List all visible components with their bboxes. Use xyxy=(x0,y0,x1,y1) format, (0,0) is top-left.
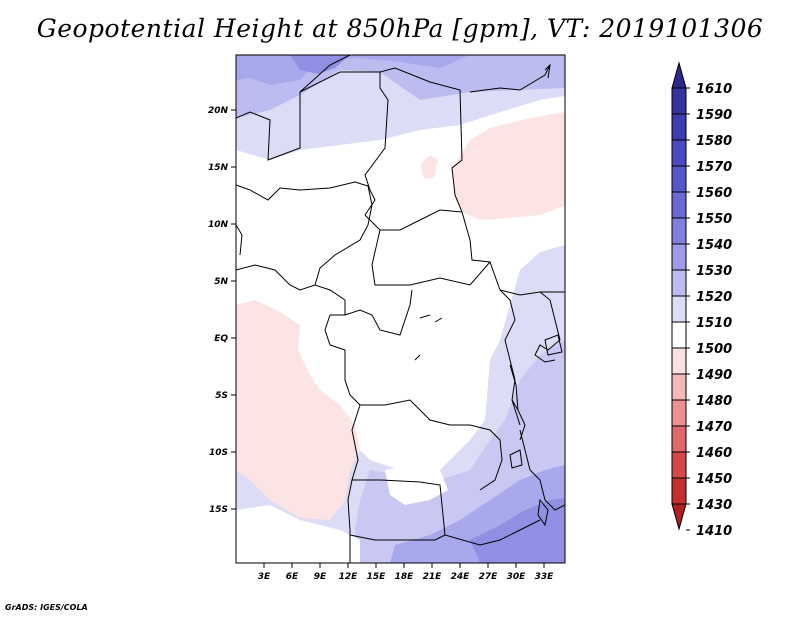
shade-1500-ne xyxy=(452,112,565,220)
map-frame xyxy=(235,54,566,564)
colorbar-label: 1490 xyxy=(696,368,732,383)
border-uganda xyxy=(534,291,561,363)
colorbar-segment xyxy=(671,191,687,219)
lat-label: 5N xyxy=(214,277,228,287)
lon-label: 6E xyxy=(286,572,299,582)
shade-1500-sw xyxy=(236,300,360,520)
lake-victoria xyxy=(544,334,563,356)
borders-layer xyxy=(236,55,565,563)
colorbar-label: 1500 xyxy=(696,342,732,357)
lake-mweru xyxy=(509,449,523,469)
border-sahel xyxy=(236,181,373,286)
lon-label: 30E xyxy=(507,572,527,582)
border-east-drc xyxy=(499,289,521,426)
shading-layer xyxy=(236,55,565,563)
chart-title: Geopotential Height at 850hPa [gpm], VT:… xyxy=(36,14,764,43)
grads-credit: GrADS: IGES/COLA xyxy=(5,603,88,612)
lon-label: 24E xyxy=(451,572,471,582)
shade-1560 xyxy=(290,55,350,74)
border-malawi xyxy=(519,429,565,511)
lat-label: 20N xyxy=(208,106,229,116)
lake-kivu xyxy=(509,364,519,411)
lat-label: 10S xyxy=(209,448,228,458)
colorbar-label: 1480 xyxy=(696,394,732,409)
colorbar-label: 1540 xyxy=(696,238,732,253)
lat-label: 5S xyxy=(215,391,228,401)
colorbar-segment xyxy=(671,295,687,323)
colorbar-bottom-triangle xyxy=(671,503,687,531)
lake-tanganyika xyxy=(511,399,526,441)
lon-label: 27E xyxy=(479,572,499,582)
colorbar-label: 1410 xyxy=(696,524,732,539)
colorbar-label: 1510 xyxy=(696,316,732,331)
border-gabon xyxy=(324,300,361,406)
colorbar-segment xyxy=(671,451,687,479)
colorbar-segment xyxy=(671,243,687,271)
colorbar-label: 1520 xyxy=(696,290,732,305)
border-chad-south xyxy=(364,209,463,231)
colorbar-segment xyxy=(671,347,687,375)
lon-label: 21E xyxy=(423,572,443,582)
colorbar-label: 1470 xyxy=(696,420,732,435)
colorbar-label: 1530 xyxy=(696,264,732,279)
colorbar-label: 1610 xyxy=(696,82,732,97)
colorbar-label: 1590 xyxy=(696,108,732,123)
lat-ticks xyxy=(231,109,236,510)
colorbar-segment xyxy=(671,425,687,453)
colorbar-segment xyxy=(671,217,687,245)
border-car xyxy=(371,229,491,286)
lat-label: 15N xyxy=(208,163,229,173)
border-namibia xyxy=(349,534,446,541)
lat-labels: 20N 15N 10N 5N EQ 5S 10S 15S xyxy=(208,106,229,515)
colorbar-label: 1570 xyxy=(696,160,732,175)
colorbar-segment xyxy=(671,373,687,401)
shade-1510-sw-corner xyxy=(236,505,360,563)
lon-label: 9E xyxy=(314,572,327,582)
border-congo xyxy=(344,289,413,336)
coast-redsea xyxy=(544,63,551,79)
border-nw xyxy=(299,55,351,93)
lon-ticks xyxy=(263,563,545,568)
coast-gulf xyxy=(236,264,346,301)
colorbar-label: 1460 xyxy=(696,446,732,461)
colorbar-label: 1430 xyxy=(696,498,732,513)
colorbar-label: 1580 xyxy=(696,134,732,149)
lon-label: 12E xyxy=(339,572,359,582)
colorbar-top-triangle xyxy=(671,61,687,89)
shade-1550-se xyxy=(470,498,565,563)
colorbar-label: 1550 xyxy=(696,212,732,227)
lon-label: 18E xyxy=(395,572,415,582)
lat-label: 10N xyxy=(208,220,229,230)
shade-1510-south xyxy=(385,465,448,505)
colorbar-segment xyxy=(671,139,687,167)
colorbar-segment xyxy=(671,399,687,427)
shade-1500-small xyxy=(420,155,438,178)
colorbar-label: 1560 xyxy=(696,186,732,201)
colorbar-label: 1450 xyxy=(696,472,732,487)
lat-label: 15S xyxy=(209,505,228,515)
lon-labels: 3E 6E 9E 12E 15E 18E 21E 24E 27E 30E 33E xyxy=(258,572,554,582)
colorbar-segment xyxy=(671,113,687,141)
colorbar: 1610 1590 1580 1570 1560 1550 1540 1530 1520 1510… xyxy=(671,61,732,539)
coast-west xyxy=(236,224,243,256)
lake-malawi xyxy=(537,498,549,527)
colorbar-segment xyxy=(671,87,687,115)
shade-1550 xyxy=(236,55,470,85)
lon-label: 3E xyxy=(258,572,271,582)
colorbar-segment xyxy=(671,269,687,297)
rivers xyxy=(414,314,443,361)
colorbar-segment xyxy=(671,165,687,193)
border-drc-south xyxy=(360,399,503,491)
lon-label: 15E xyxy=(367,572,387,582)
colorbar-segment xyxy=(671,477,687,505)
border-ne xyxy=(469,64,551,93)
lat-label: EQ xyxy=(214,334,228,344)
lon-label: 33E xyxy=(535,572,555,582)
colorbar-segment xyxy=(671,321,687,349)
